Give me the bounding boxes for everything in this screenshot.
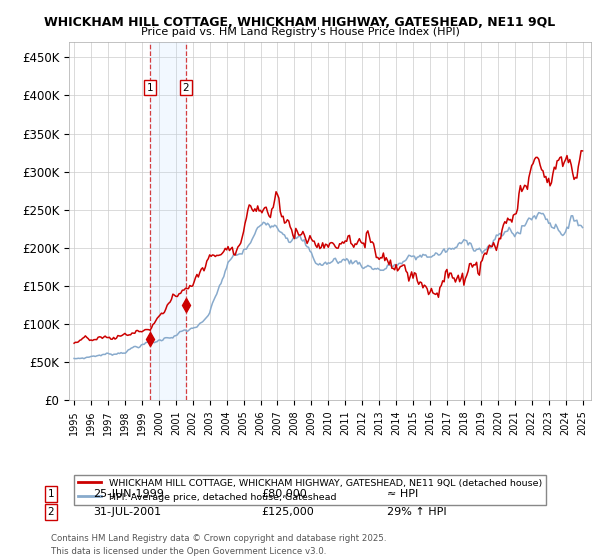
Bar (150, 42, 185, 400)
Text: 2: 2 (182, 83, 189, 93)
Text: 31-JUL-2001: 31-JUL-2001 (93, 507, 161, 517)
Text: £80,000: £80,000 (261, 489, 307, 499)
Text: 1: 1 (146, 83, 154, 93)
Text: 29% ↑ HPI: 29% ↑ HPI (387, 507, 446, 517)
Text: WHICKHAM HILL COTTAGE, WHICKHAM HIGHWAY, GATESHEAD, NE11 9QL: WHICKHAM HILL COTTAGE, WHICKHAM HIGHWAY,… (44, 16, 556, 29)
Text: Price paid vs. HM Land Registry's House Price Index (HPI): Price paid vs. HM Land Registry's House … (140, 27, 460, 37)
Text: 2: 2 (47, 507, 55, 517)
Text: ≈ HPI: ≈ HPI (387, 489, 418, 499)
Text: 1: 1 (47, 489, 55, 499)
Text: £125,000: £125,000 (261, 507, 314, 517)
Legend: WHICKHAM HILL COTTAGE, WHICKHAM HIGHWAY, GATESHEAD, NE11 9QL (detached house), H: WHICKHAM HILL COTTAGE, WHICKHAM HIGHWAY,… (74, 475, 545, 505)
Text: 25-JUN-1999: 25-JUN-1999 (93, 489, 164, 499)
Text: Contains HM Land Registry data © Crown copyright and database right 2025.
This d: Contains HM Land Registry data © Crown c… (51, 534, 386, 556)
